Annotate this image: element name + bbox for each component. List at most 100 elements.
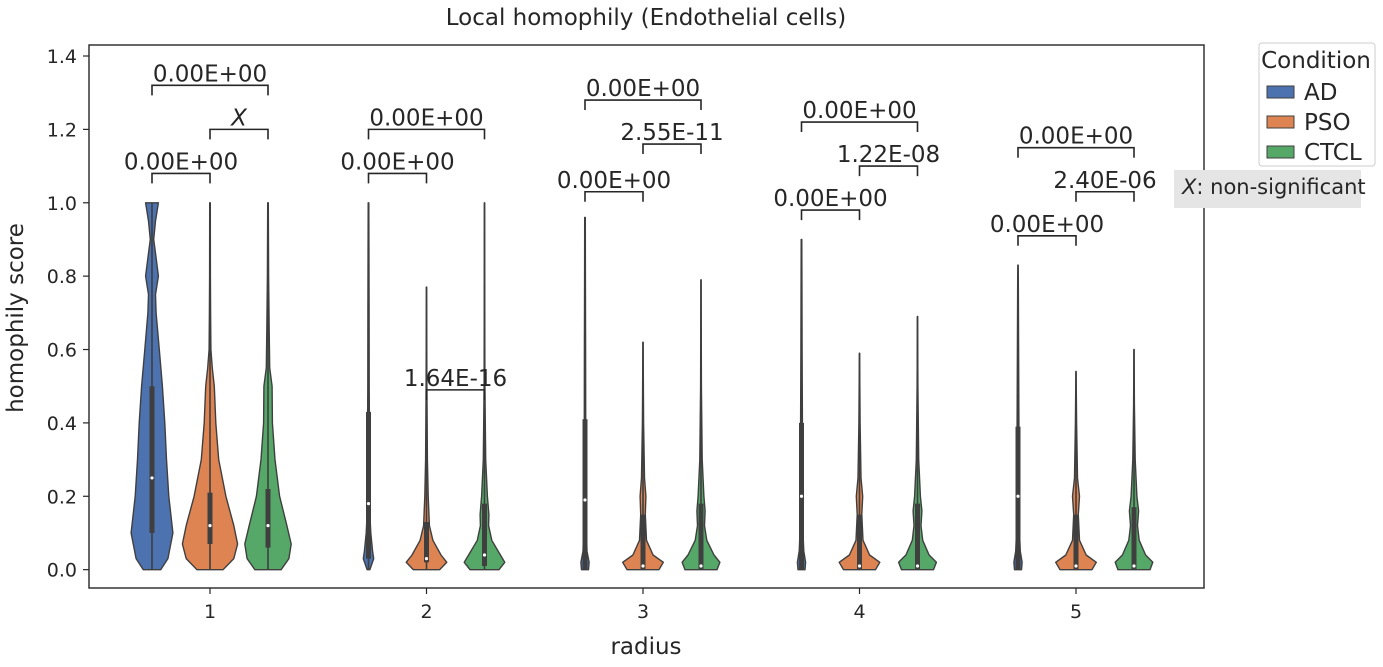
significance-bracket: 0.00E+00 — [800, 98, 919, 133]
significance-bracket: X — [209, 105, 269, 140]
significance-bracket: 1.64E-16 — [404, 366, 507, 400]
violin-median-dot — [266, 524, 270, 528]
legend-label: PSO — [1304, 110, 1351, 136]
bracket-line — [367, 128, 486, 140]
violin-pso-radius-1 — [181, 202, 239, 571]
significance-bracket: 0.00E+00 — [367, 105, 486, 140]
legend-title: Condition — [1261, 48, 1371, 74]
bracket-line — [584, 190, 644, 202]
legend-swatch — [1266, 145, 1295, 159]
violin-median-dot — [366, 502, 371, 506]
y-tick-label: 0.6 — [47, 340, 77, 362]
bracket-line — [858, 165, 919, 177]
bracket-label: 2.40E-06 — [1053, 168, 1156, 194]
violin-ad-radius-1 — [130, 202, 174, 571]
bracket-label: 0.00E+00 — [1019, 124, 1133, 150]
violin-median-dot — [1132, 564, 1136, 568]
violin-ctcl-radius-3 — [681, 279, 721, 571]
violin-median-dot — [915, 564, 920, 568]
bracket-label: X — [230, 105, 248, 131]
note-description: : non-significant — [1196, 175, 1365, 199]
bracket-line — [1017, 146, 1135, 158]
significance-bracket: 0.00E+00 — [990, 212, 1104, 246]
violin-median-dot — [482, 553, 487, 557]
y-tick-label: 0.8 — [47, 266, 77, 288]
bracket-line — [425, 389, 486, 400]
legend-entry-pso: PSO — [1266, 110, 1351, 136]
bracket-line — [642, 143, 702, 155]
violin-ad-radius-4 — [796, 238, 807, 571]
x-tick-label: 2 — [420, 601, 432, 623]
x-tick-label: 1 — [204, 601, 216, 623]
violin-ctcl-radius-4 — [897, 315, 938, 571]
plot-frame — [88, 44, 1205, 589]
significance-bracket: 2.55E-11 — [620, 120, 724, 155]
violin-pso-radius-5 — [1055, 370, 1097, 571]
bracket-label: 0.00E+00 — [990, 212, 1104, 238]
significance-bracket: 0.00E+00 — [584, 76, 702, 111]
y-tick-label: 1.0 — [47, 193, 77, 215]
violin-median-dot — [1074, 564, 1078, 568]
bracket-line — [1017, 234, 1077, 246]
legend-entry-ctcl: CTCL — [1266, 140, 1362, 166]
significance-bracket: 0.00E+00 — [124, 149, 238, 184]
bracket-label: 0.00E+00 — [557, 168, 671, 194]
bracket-label: 0.00E+00 — [124, 149, 238, 175]
bracket-line — [800, 121, 919, 133]
legend-entries: AD PSO CTCL — [1266, 80, 1362, 166]
legend-swatch — [1266, 115, 1295, 129]
violin-ctcl-radius-5 — [1114, 348, 1154, 571]
violin-median-dot — [150, 476, 154, 480]
bracket-label: 0.00E+00 — [153, 61, 267, 87]
violin-median-dot — [641, 564, 645, 568]
legend-label: AD — [1304, 80, 1337, 106]
y-tick-label: 0.0 — [47, 560, 77, 582]
legend-frame — [1258, 42, 1376, 167]
y-axis-label: homophily score — [3, 223, 29, 413]
legend-label: CTCL — [1304, 140, 1362, 166]
violins-layer — [130, 202, 1154, 571]
significance-bracket: 2.40E-06 — [1053, 168, 1157, 202]
bracket-line — [367, 172, 428, 184]
violin-pso-radius-2 — [405, 286, 448, 571]
significance-bracket: 0.00E+00 — [557, 168, 671, 202]
significance-bracket: 0.00E+00 — [340, 149, 455, 184]
significance-bracket: 0.00E+00 — [773, 186, 888, 221]
significance-bracket: 0.00E+00 — [151, 61, 269, 96]
note-box — [1174, 170, 1361, 208]
y-axis-ticks: 0.0 0.2 0.4 0.6 0.8 1.0 1.2 1.4 — [47, 46, 89, 582]
violin-ctcl-radius-2 — [463, 202, 506, 571]
violin-pso-radius-4 — [838, 352, 881, 571]
violin-median-dot — [583, 498, 587, 502]
chart-title: Local homophily (Endothelial cells) — [446, 5, 847, 31]
bracket-label: 0.00E+00 — [773, 186, 887, 212]
bracket-line — [151, 172, 211, 184]
significance-annotations: 0.00E+00 X 0.00E+00 0.00E+00 1.64E-16 0.00E+0… — [124, 61, 1157, 400]
significance-note: X: non-significant — [1174, 170, 1366, 208]
violin-ctcl-radius-1 — [244, 202, 292, 571]
legend-entry-ad: AD — [1266, 80, 1337, 106]
legend-swatch — [1266, 85, 1295, 99]
significance-bracket: 0.00E+00 — [1017, 124, 1135, 158]
violin-median-dot — [1016, 494, 1020, 498]
violin-median-dot — [424, 557, 429, 561]
note-symbol: X — [1181, 175, 1197, 199]
x-tick-label: 3 — [637, 601, 649, 623]
bracket-line — [209, 128, 269, 140]
y-tick-label: 0.4 — [47, 413, 77, 435]
violin-ad-radius-3 — [580, 216, 590, 571]
bracket-label: 0.00E+00 — [369, 105, 483, 131]
violin-median-dot — [208, 524, 212, 528]
violin-ad-radius-5 — [1013, 264, 1023, 571]
legend: Condition AD PSO CTCL — [1258, 42, 1376, 167]
bracket-label: 2.55E-11 — [620, 120, 723, 146]
note-text: X: non-significant — [1181, 175, 1366, 199]
bracket-line — [800, 209, 861, 221]
y-tick-label: 0.2 — [47, 486, 77, 508]
bracket-line — [1075, 190, 1135, 202]
bracket-label: 0.00E+00 — [802, 98, 916, 124]
bracket-label: 1.22E-08 — [837, 142, 940, 168]
x-axis-ticks: 1 2 3 4 5 — [204, 588, 1082, 623]
bracket-line — [151, 84, 269, 96]
